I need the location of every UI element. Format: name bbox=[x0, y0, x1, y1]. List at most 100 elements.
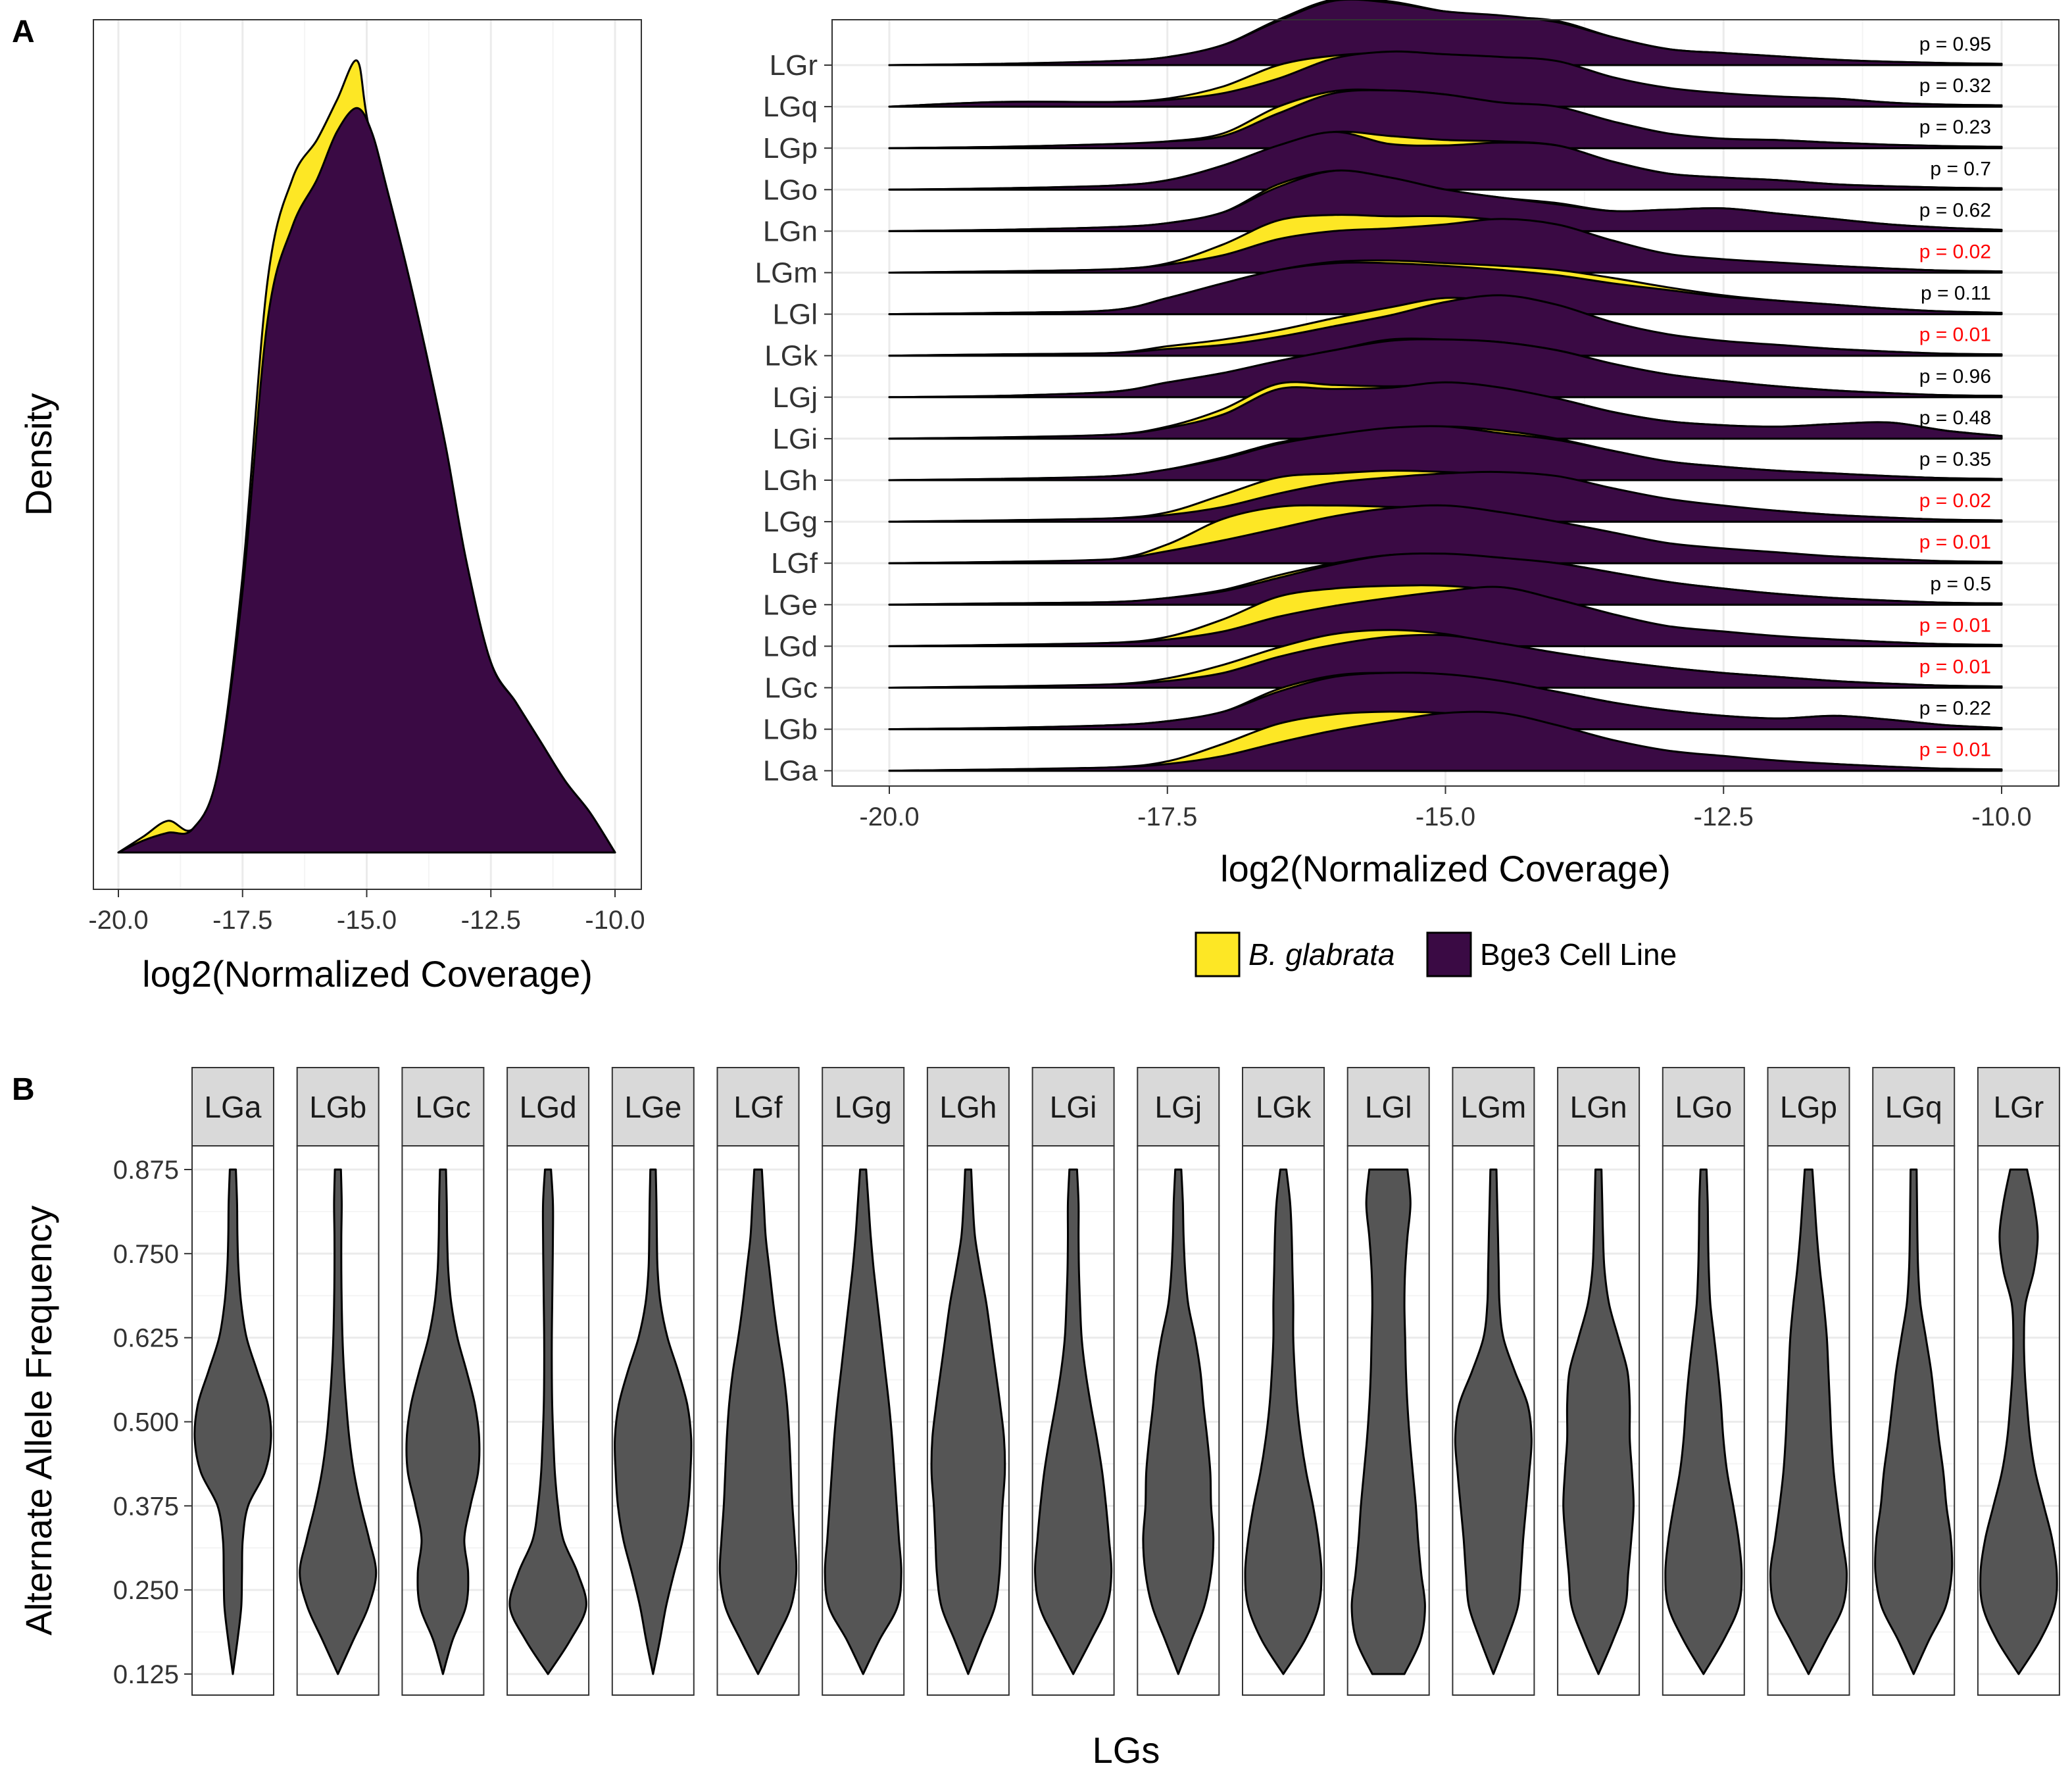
legend-label: Bge3 Cell Line bbox=[1480, 937, 1677, 972]
facet-frame bbox=[1346, 1145, 1430, 1696]
y-tick-label: 0.875 bbox=[113, 1156, 179, 1185]
facet-frame bbox=[1452, 1145, 1535, 1696]
facet-frame bbox=[1137, 1145, 1220, 1696]
ridge-area-bge3 bbox=[888, 585, 2003, 647]
x-tick-label: -17.5 bbox=[1137, 802, 1197, 831]
facet-strip bbox=[1557, 1067, 1640, 1147]
y-tick-label: LGc bbox=[764, 672, 818, 704]
p-value-label: p = 0.48 bbox=[1919, 407, 1991, 429]
x-tick-label: -15.0 bbox=[1416, 802, 1475, 831]
ridge-LGa: p = 0.01 bbox=[888, 710, 2003, 772]
facet-strip-label: LGn bbox=[1570, 1090, 1627, 1124]
ridge-area-bge3 bbox=[888, 294, 2003, 357]
ridge-LGf: p = 0.01 bbox=[888, 504, 2003, 564]
ridge-area-bge3 bbox=[888, 338, 2003, 399]
ridge-LGo: p = 0.7 bbox=[888, 130, 2003, 191]
ridge-area-bge3 bbox=[888, 89, 2003, 149]
ridge-area-bge3 bbox=[888, 50, 2003, 108]
facet-LGg: LGg bbox=[822, 1067, 905, 1696]
violin bbox=[1034, 1168, 1113, 1675]
ridge-area-bge3 bbox=[888, 710, 2003, 772]
ridge-area-bge3 bbox=[888, 381, 2003, 440]
facet-strip-label: LGo bbox=[1675, 1090, 1732, 1124]
facet-LGo: LGo bbox=[1662, 1067, 1745, 1696]
facet-strip-label: LGb bbox=[309, 1090, 366, 1124]
violin bbox=[930, 1168, 1006, 1675]
facet-LGp: LGp bbox=[1767, 1067, 1850, 1696]
violin bbox=[193, 1168, 272, 1675]
facet-strip-label: LGg bbox=[835, 1090, 892, 1124]
ridge-LGm: p = 0.02 bbox=[888, 214, 2003, 274]
y-tick-label: 0.500 bbox=[113, 1408, 179, 1437]
facet-strip-label: LGi bbox=[1050, 1090, 1097, 1124]
facet-frame bbox=[1242, 1145, 1325, 1696]
facet-LGn: LGn bbox=[1557, 1067, 1640, 1696]
y-tick-label: LGg bbox=[763, 506, 818, 538]
facet-LGm: LGm bbox=[1452, 1067, 1535, 1696]
ridge-LGp: p = 0.23 bbox=[888, 88, 2003, 149]
ridge-area-bge3 bbox=[888, 470, 2003, 523]
y-axis: LGr LGq LGp LGo LGn LGm LGl LGk LGj LGi LGh LGg LGf L… bbox=[755, 49, 832, 787]
ridge-area-bge3 bbox=[888, 218, 2003, 274]
y-tick-label: LGe bbox=[763, 589, 818, 621]
y-axis-title: Alternate Allele Frequency bbox=[18, 1206, 59, 1636]
facet-strip-label: LGf bbox=[733, 1090, 782, 1124]
legend-key bbox=[1426, 931, 1472, 977]
y-tick-label: 0.375 bbox=[113, 1492, 179, 1521]
facet-strip-label: LGa bbox=[205, 1090, 262, 1124]
y-tick-label: LGp bbox=[763, 132, 818, 164]
facet-strip-label: LGh bbox=[939, 1090, 997, 1124]
x-tick-label: -15.0 bbox=[337, 906, 397, 935]
ridge-LGk: p = 0.01 bbox=[888, 294, 2003, 357]
y-tick-label: LGd bbox=[763, 630, 818, 662]
x-tick-label: -17.5 bbox=[212, 906, 272, 935]
y-tick-label: LGi bbox=[773, 423, 818, 455]
facet-strip bbox=[1031, 1067, 1115, 1147]
y-tick-label: 0.125 bbox=[113, 1660, 179, 1689]
y-tick-label: LGo bbox=[763, 174, 818, 206]
ridge-LGq: p = 0.32 bbox=[888, 50, 2003, 108]
p-value-label: p = 0.01 bbox=[1919, 324, 1991, 346]
legend-item-bglabrata: B. glabrata bbox=[1195, 931, 1394, 977]
ridge-area-bge3 bbox=[888, 425, 2003, 481]
violin bbox=[1874, 1168, 1954, 1675]
y-tick-label: LGf bbox=[771, 547, 818, 580]
p-value-label: p = 0.11 bbox=[1921, 283, 1991, 305]
facet-LGq: LGq bbox=[1872, 1067, 1956, 1696]
p-value-label: p = 0.02 bbox=[1919, 241, 1991, 263]
ridge-area-bge3 bbox=[888, 169, 2003, 232]
facet-frame bbox=[401, 1145, 485, 1696]
facet-LGe: LGe bbox=[611, 1067, 695, 1696]
facet-frame bbox=[191, 1145, 274, 1696]
p-value-label: p = 0.96 bbox=[1919, 366, 1991, 387]
p-value-label: p = 0.62 bbox=[1919, 199, 1991, 221]
p-value-label: p = 0.01 bbox=[1919, 614, 1991, 636]
x-axis-title: LGs bbox=[1093, 1729, 1160, 1771]
facet-strip-label: LGm bbox=[1461, 1090, 1527, 1124]
panel-a-left-density-plot: -20.0 -17.5 -15.0 -12.5 -10.0 log2(Normalized… bbox=[18, 19, 645, 995]
facet-strip bbox=[1872, 1067, 1956, 1147]
p-value-label: p = 0.23 bbox=[1919, 116, 1991, 138]
ridge-LGd: p = 0.01 bbox=[888, 584, 2003, 647]
panel-b-violin-plot: LGa LGb LGc LGd LGe LGf LGg LGh LGi LGj LGk LGl LGm L… bbox=[18, 1067, 2060, 1771]
ridge-area-bge3 bbox=[888, 552, 2003, 606]
facet-strip bbox=[1662, 1067, 1745, 1147]
x-tick-label: -12.5 bbox=[461, 906, 521, 935]
y-tick-label: 0.750 bbox=[113, 1240, 179, 1269]
y-tick-label: LGq bbox=[763, 91, 818, 123]
facet-strip bbox=[401, 1067, 485, 1147]
x-tick-label: -12.5 bbox=[1694, 802, 1754, 831]
y-tick-label: LGn bbox=[763, 215, 818, 247]
p-value-label: p = 0.22 bbox=[1919, 698, 1991, 720]
facet-LGk: LGk bbox=[1242, 1067, 1325, 1696]
violin bbox=[1142, 1168, 1215, 1675]
p-value-label: p = 0.32 bbox=[1919, 75, 1991, 97]
ridge-LGb: p = 0.22 bbox=[888, 672, 2003, 731]
y-tick-label: 0.625 bbox=[113, 1324, 179, 1353]
y-tick-label: LGh bbox=[763, 464, 818, 497]
facet-strip-label: LGd bbox=[520, 1090, 577, 1124]
facet-frame bbox=[1557, 1145, 1640, 1696]
facet-frame bbox=[1977, 1145, 2060, 1696]
facet-frame bbox=[1872, 1145, 1956, 1696]
